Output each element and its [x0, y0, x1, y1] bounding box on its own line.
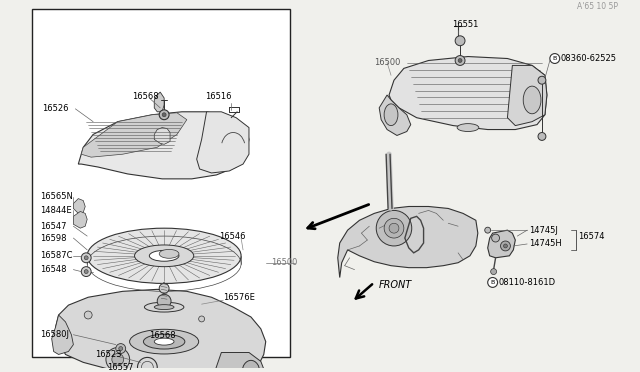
Text: 16500: 16500	[271, 258, 297, 267]
Circle shape	[492, 234, 500, 242]
Text: 14745J: 14745J	[529, 226, 558, 235]
Circle shape	[491, 269, 497, 275]
Text: 16551: 16551	[452, 20, 479, 29]
Text: B: B	[553, 56, 557, 61]
Circle shape	[198, 316, 205, 322]
Ellipse shape	[149, 250, 179, 261]
Text: 16568: 16568	[132, 92, 159, 100]
Circle shape	[484, 227, 491, 233]
Circle shape	[384, 218, 404, 238]
Text: FRONT: FRONT	[379, 280, 412, 291]
Text: 16580J: 16580J	[40, 330, 69, 339]
Text: 14844E: 14844E	[40, 206, 72, 215]
Circle shape	[162, 113, 166, 117]
Text: 16546: 16546	[220, 232, 246, 241]
Ellipse shape	[145, 302, 184, 312]
Ellipse shape	[87, 228, 241, 283]
Text: 16574: 16574	[579, 232, 605, 241]
Circle shape	[157, 294, 171, 308]
Text: 16598: 16598	[40, 234, 67, 243]
Circle shape	[389, 223, 399, 233]
Polygon shape	[196, 112, 249, 173]
Polygon shape	[379, 95, 411, 135]
Circle shape	[81, 267, 91, 276]
Circle shape	[455, 36, 465, 46]
Text: 16523: 16523	[95, 350, 122, 359]
Polygon shape	[78, 112, 249, 179]
Polygon shape	[81, 113, 187, 157]
Text: 16557: 16557	[108, 363, 134, 372]
Polygon shape	[56, 289, 266, 372]
Text: 16587C: 16587C	[40, 251, 72, 260]
Polygon shape	[52, 315, 74, 355]
Circle shape	[458, 58, 462, 62]
Text: 16548: 16548	[40, 265, 67, 274]
Polygon shape	[488, 230, 515, 258]
Ellipse shape	[134, 245, 194, 267]
Ellipse shape	[130, 329, 198, 354]
Ellipse shape	[457, 124, 479, 132]
Circle shape	[538, 132, 546, 140]
Circle shape	[84, 311, 92, 319]
Text: 08360-62525: 08360-62525	[561, 54, 617, 63]
Circle shape	[112, 353, 124, 365]
Polygon shape	[154, 128, 170, 144]
Polygon shape	[211, 353, 266, 372]
Text: 16526: 16526	[42, 104, 68, 113]
Circle shape	[550, 54, 560, 64]
Circle shape	[119, 347, 123, 350]
Text: 16547: 16547	[40, 222, 67, 231]
Text: 16568: 16568	[149, 331, 176, 340]
Text: B: B	[490, 280, 495, 285]
Circle shape	[376, 211, 412, 246]
Circle shape	[116, 344, 125, 353]
Polygon shape	[389, 57, 547, 129]
Circle shape	[159, 283, 169, 293]
Ellipse shape	[384, 104, 398, 126]
Circle shape	[538, 76, 546, 84]
Text: 16516: 16516	[205, 92, 232, 100]
Polygon shape	[74, 199, 85, 214]
Circle shape	[455, 55, 465, 65]
Polygon shape	[508, 65, 547, 126]
Ellipse shape	[143, 334, 185, 349]
Circle shape	[500, 241, 510, 251]
Ellipse shape	[154, 305, 174, 310]
Polygon shape	[154, 92, 164, 112]
Polygon shape	[74, 211, 87, 228]
Circle shape	[504, 244, 508, 248]
Text: 16565N: 16565N	[40, 192, 73, 201]
Ellipse shape	[159, 249, 179, 258]
Circle shape	[81, 253, 91, 263]
Bar	[32, 9, 291, 357]
Circle shape	[159, 110, 169, 120]
Text: 16576E: 16576E	[223, 293, 255, 302]
Ellipse shape	[524, 86, 541, 114]
Ellipse shape	[154, 338, 174, 345]
Circle shape	[84, 270, 88, 273]
Polygon shape	[338, 206, 478, 278]
Circle shape	[488, 278, 497, 288]
Circle shape	[84, 256, 88, 260]
Text: A'65 10 5P: A'65 10 5P	[577, 2, 618, 11]
Text: 14745H: 14745H	[529, 240, 562, 248]
Circle shape	[106, 347, 130, 371]
Text: 08110-8161D: 08110-8161D	[499, 278, 556, 287]
Ellipse shape	[242, 360, 260, 372]
Text: 16500: 16500	[374, 58, 401, 67]
